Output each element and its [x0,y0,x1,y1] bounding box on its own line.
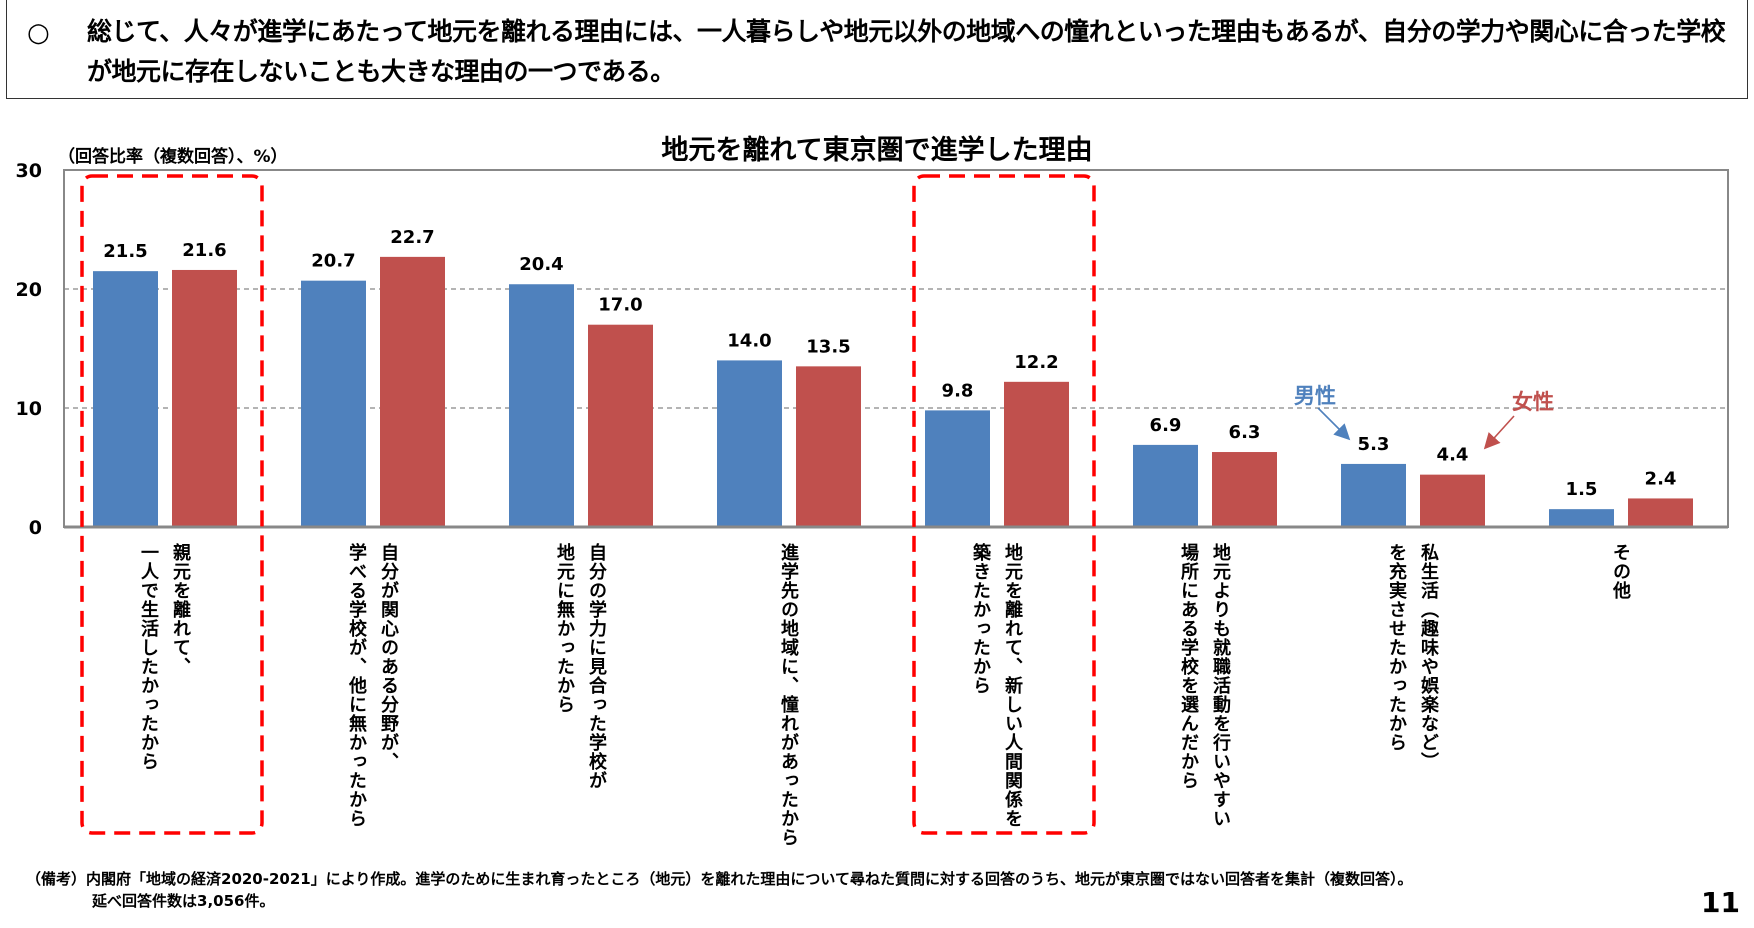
data-label: 6.3 [1229,422,1261,443]
bar-female [1004,381,1069,527]
category-label: 親元を離れて、 一人で生活したかったから [138,543,191,771]
bar-female [172,269,237,527]
data-label: 21.6 [182,240,226,261]
y-tick-label: 30 [16,160,42,182]
data-label: 4.4 [1437,445,1469,466]
data-label: 2.4 [1645,468,1677,489]
footnote-line-2: 延べ回答件数は3,056件。 [92,892,275,910]
data-label: 21.5 [103,241,147,262]
bar-female [588,324,653,527]
data-label: 20.4 [519,254,563,275]
footnote: （備考）内閣府「地域の経済2020-2021」により作成。進学のために生まれ育っ… [26,868,1412,912]
page-number: 11 [1701,886,1740,919]
bar-male [925,410,990,527]
headline-text: 総じて、人々が進学にあたって地元を離れる理由には、一人暮らしや地元以外の地域への… [87,17,1726,86]
bar-male [1341,463,1406,527]
chart-title: 地元を離れて東京圏で進学した理由 [661,135,1093,166]
y-tick-label: 10 [16,398,42,420]
data-label: 22.7 [390,227,434,248]
category-label: その他 [1610,543,1631,600]
legend-female: 女性 [1512,390,1554,414]
data-label: 9.8 [942,380,974,401]
data-label: 13.5 [806,336,850,357]
arrow-icon-female [1483,415,1515,450]
footnote-line-1: （備考）内閣府「地域の経済2020-2021」により作成。進学のために生まれ育っ… [26,870,1413,888]
data-label: 6.9 [1150,415,1182,436]
bar-female [1628,498,1693,527]
legend-male: 男性 [1294,384,1336,408]
y-axis-label: （回答比率（複数回答）、%） [58,147,288,167]
data-label: 1.5 [1566,479,1598,500]
category-label: 自分が関心のある分野が、 学べる学校が、他に無かったから [346,543,399,828]
highlight-box [80,174,264,835]
y-tick-label: 20 [16,279,42,301]
data-label: 12.2 [1014,352,1058,373]
category-label: 地元よりも就職活動を行いやすい 場所にある学校を選んだから [1178,543,1231,828]
category-label: 進学先の地域に、憧れがあったから [778,543,799,847]
category-label: 地元を離れて、新しい人間関係を 築きたかったから [970,543,1023,828]
data-label: 5.3 [1358,434,1390,455]
bar-male [1133,444,1198,527]
category-label: 自分の学力に見合った学校が 地元に無かったから [554,543,607,790]
bar-female [380,256,445,527]
bar-female [796,366,861,527]
data-label: 20.7 [311,251,355,272]
headline-box: ○ 総じて、人々が進学にあたって地元を離れる理由には、一人暮らしや地元以外の地域… [6,0,1748,99]
bar-male [509,284,574,527]
bar-male [301,280,366,527]
bullet-icon: ○ [27,18,50,48]
bar-male [717,360,782,527]
bar-female [1420,474,1485,527]
bar-female [1212,452,1277,527]
highlight-box [912,174,1096,835]
bar-male [93,271,158,527]
data-label: 14.0 [727,330,771,351]
data-label: 17.0 [598,295,642,316]
category-label: 私生活（趣味や娯楽など） を充実させたかったから [1386,543,1439,771]
y-tick-label: 0 [29,517,42,539]
bar-male [1549,509,1614,527]
arrow-icon-male [1317,407,1351,441]
